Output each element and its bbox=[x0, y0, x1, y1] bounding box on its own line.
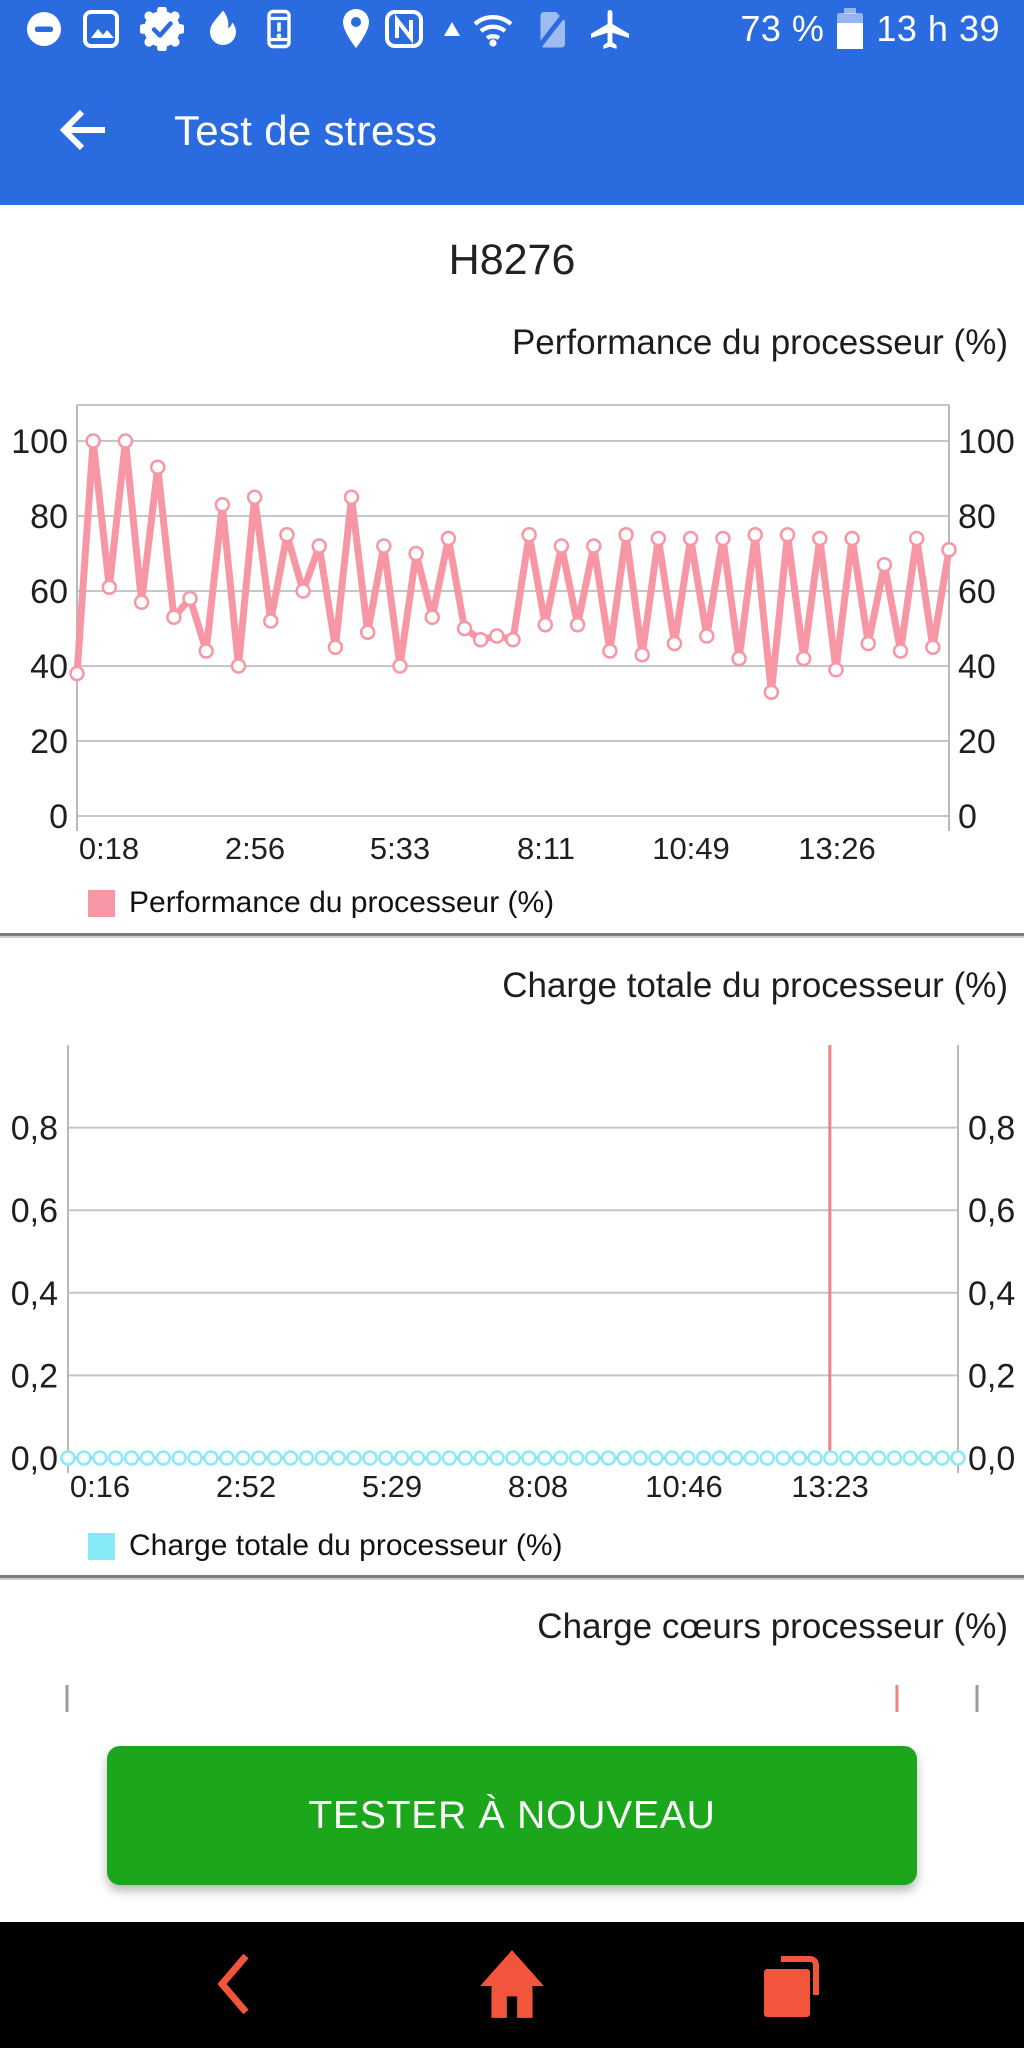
svg-text:0,6: 0,6 bbox=[11, 1192, 58, 1230]
section-divider bbox=[0, 933, 1024, 938]
svg-text:60: 60 bbox=[958, 573, 996, 611]
svg-text:0:16: 0:16 bbox=[70, 1469, 130, 1504]
nav-recents-button[interactable] bbox=[754, 1947, 826, 2023]
chart2-title: Charge totale du processeur (%) bbox=[502, 966, 1008, 1005]
svg-text:0,8: 0,8 bbox=[968, 1110, 1015, 1148]
svg-text:13:26: 13:26 bbox=[798, 831, 876, 865]
svg-text:5:29: 5:29 bbox=[362, 1469, 422, 1504]
clock-text: 13 h 39 bbox=[876, 7, 1000, 49]
chart2-legend: Charge totale du processeur (%) bbox=[0, 1529, 1024, 1562]
chart3-title: Charge cœurs processeur (%) bbox=[537, 1607, 1008, 1646]
svg-text:20: 20 bbox=[30, 723, 68, 761]
nfc-icon bbox=[384, 9, 424, 49]
nav-back-icon bbox=[206, 1948, 262, 2023]
svg-text:0,0: 0,0 bbox=[11, 1440, 58, 1478]
svg-text:100: 100 bbox=[11, 423, 68, 461]
svg-text:0,8: 0,8 bbox=[11, 1110, 58, 1148]
app-bar: Test de stress bbox=[0, 57, 1024, 205]
chart1-legend-swatch bbox=[88, 889, 115, 917]
svg-text:0: 0 bbox=[958, 798, 977, 836]
arrow-left-icon bbox=[56, 103, 110, 160]
svg-text:8:11: 8:11 bbox=[517, 831, 575, 865]
do-not-disturb-icon bbox=[26, 11, 62, 47]
svg-text:13:23: 13:23 bbox=[791, 1469, 869, 1504]
chart2-legend-label: Charge totale du processeur (%) bbox=[129, 1529, 563, 1562]
cpu-cores-load-chart bbox=[65, 1685, 979, 1712]
no-sim-icon bbox=[534, 8, 570, 50]
svg-text:0,6: 0,6 bbox=[968, 1192, 1015, 1230]
svg-text:40: 40 bbox=[958, 648, 996, 686]
battery-icon bbox=[836, 7, 864, 50]
signal-triangle-icon bbox=[443, 20, 461, 38]
battery-percent-text: 73 % bbox=[740, 7, 825, 49]
cpu-total-load-chart: 0,0 0,0 0,2 0,2 0,4 0,4 0,6 0,6 0,8 0,8 0:16 2:52 5:… bbox=[11, 1045, 1015, 1504]
svg-text:0,4: 0,4 bbox=[968, 1275, 1015, 1313]
svg-text:0,2: 0,2 bbox=[11, 1357, 58, 1395]
retest-button[interactable]: TESTER À NOUVEAU bbox=[107, 1746, 917, 1885]
airplane-mode-icon bbox=[589, 8, 631, 50]
device-alert-icon bbox=[262, 9, 296, 49]
svg-text:10:49: 10:49 bbox=[652, 831, 730, 865]
svg-text:5:33: 5:33 bbox=[370, 831, 430, 865]
svg-text:60: 60 bbox=[30, 573, 68, 611]
nav-home-icon bbox=[475, 1947, 549, 2024]
svg-text:20: 20 bbox=[958, 723, 996, 761]
svg-text:8:08: 8:08 bbox=[508, 1469, 568, 1504]
badge-check-icon bbox=[140, 6, 184, 51]
screenshot-icon bbox=[81, 9, 121, 49]
navigation-bar bbox=[0, 1922, 1024, 2048]
chart1-title: Performance du processeur (%) bbox=[511, 323, 1008, 362]
svg-text:100: 100 bbox=[958, 423, 1015, 461]
location-icon bbox=[338, 7, 374, 51]
device-model-title: H8276 bbox=[448, 236, 576, 284]
nav-home-button[interactable] bbox=[476, 1947, 548, 2023]
svg-text:10:46: 10:46 bbox=[645, 1469, 723, 1504]
svg-text:0,4: 0,4 bbox=[11, 1275, 58, 1313]
nav-recents-icon bbox=[754, 1948, 826, 2023]
svg-text:80: 80 bbox=[30, 498, 68, 536]
page-title: Test de stress bbox=[174, 107, 438, 154]
chart1-legend-label: Performance du processeur (%) bbox=[129, 886, 555, 919]
svg-text:2:52: 2:52 bbox=[216, 1469, 276, 1504]
svg-text:0,0: 0,0 bbox=[968, 1440, 1015, 1478]
svg-text:0: 0 bbox=[49, 798, 68, 836]
flame-icon bbox=[203, 9, 243, 49]
nav-back-button[interactable] bbox=[198, 1947, 270, 2023]
cpu-performance-chart: 0 0 20 20 40 40 60 60 80 80 100 100 0:18 2:56 5:33 8:11… bbox=[11, 404, 1015, 865]
section-divider bbox=[0, 1575, 1024, 1580]
chart2-legend-swatch bbox=[88, 1532, 115, 1560]
svg-text:40: 40 bbox=[30, 648, 68, 686]
svg-text:0:18: 0:18 bbox=[79, 831, 139, 865]
back-button[interactable] bbox=[56, 104, 110, 158]
svg-text:80: 80 bbox=[958, 498, 996, 536]
status-right-cluster: 73 % 13 h 39 bbox=[740, 7, 1000, 50]
wifi-icon bbox=[471, 11, 515, 47]
svg-text:0,2: 0,2 bbox=[968, 1357, 1015, 1395]
chart1-legend: Performance du processeur (%) bbox=[0, 886, 1024, 919]
svg-text:2:56: 2:56 bbox=[225, 831, 285, 865]
status-bar: 73 % 13 h 39 bbox=[0, 0, 1024, 57]
